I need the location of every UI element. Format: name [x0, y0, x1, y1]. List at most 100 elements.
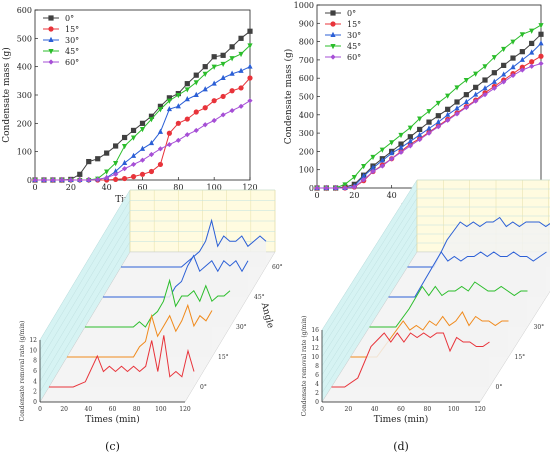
data-point: [86, 177, 92, 183]
data-point: [148, 117, 155, 123]
series-ribbon-3: [388, 252, 547, 297]
data-point: [482, 77, 488, 83]
data-point: [238, 67, 244, 73]
legend-marker: [48, 26, 54, 32]
panel-caption: (d): [393, 440, 409, 453]
data-point: [529, 63, 535, 69]
y-tick-label: 2: [33, 389, 37, 396]
x-tick-label: 120: [242, 183, 257, 192]
y-tick-label: 14: [311, 336, 319, 343]
panel-caption: (c): [105, 440, 120, 453]
x-tick-label: 60: [137, 183, 147, 192]
data-point: [86, 158, 92, 165]
data-point: [454, 99, 460, 105]
wall-grid: [321, 215, 550, 367]
legend-label: 30°: [65, 36, 79, 45]
data-point: [407, 125, 413, 131]
y-tick-label: 100: [299, 166, 314, 175]
y-tick-label: 0: [309, 184, 314, 193]
data-point: [229, 44, 235, 50]
x-tick-label: 20: [349, 191, 359, 200]
data-point: [220, 61, 226, 68]
data-point: [323, 185, 329, 191]
series-ribbon-1: [67, 305, 212, 357]
data-point: [175, 137, 181, 143]
data-point: [50, 177, 56, 183]
data-point: [211, 64, 217, 70]
data-point: [211, 80, 217, 86]
series-line-1: [350, 311, 509, 358]
z-tick-label: 45°: [254, 294, 265, 301]
data-point: [454, 105, 460, 111]
series-line-2: [317, 43, 542, 189]
legend-label: 45°: [347, 42, 361, 51]
y-tick-label: 12: [29, 337, 37, 344]
data-point: [426, 119, 432, 125]
data-point: [454, 111, 460, 117]
data-point: [175, 103, 181, 109]
data-point: [157, 161, 164, 168]
y-tick-label: 0: [315, 399, 319, 406]
data-point: [361, 177, 367, 183]
data-point: [193, 91, 199, 97]
data-point: [220, 74, 226, 80]
data-point: [193, 109, 199, 115]
legend-marker: [330, 21, 336, 27]
legend-marker: [48, 36, 54, 42]
data-point: [121, 166, 128, 172]
x-axis-label: Times (min): [85, 414, 139, 425]
y-tick-label: 400: [299, 111, 314, 120]
y-tick-label: 600: [17, 6, 32, 15]
data-point: [510, 72, 516, 79]
data-point: [184, 132, 190, 138]
data-point: [166, 95, 172, 101]
x-tick-label: 0: [32, 183, 37, 192]
data-point: [519, 64, 525, 70]
legend-label: 30°: [347, 31, 361, 40]
data-point: [454, 85, 460, 91]
data-point: [113, 161, 119, 167]
data-point: [538, 31, 544, 37]
data-point: [370, 154, 376, 161]
y-tick-label: 12: [311, 345, 319, 352]
data-point: [95, 176, 101, 183]
data-point: [202, 86, 208, 92]
series-line-4: [407, 216, 550, 268]
data-point: [529, 59, 535, 65]
data-point: [211, 98, 217, 104]
wall-grid: [39, 220, 275, 372]
y-tick-label: 100: [17, 148, 32, 157]
series-line-1: [67, 303, 213, 358]
x-tick-label: 20: [345, 406, 353, 413]
data-point: [121, 175, 128, 182]
data-point: [445, 93, 451, 99]
data-point: [247, 98, 253, 104]
data-point: [342, 185, 348, 191]
data-point: [193, 80, 199, 86]
z-tick-label: 0°: [496, 384, 503, 391]
series-ribbon-0: [49, 335, 194, 387]
y-tick-label: 200: [17, 119, 32, 128]
data-point: [510, 55, 516, 61]
data-point: [519, 32, 525, 38]
data-point: [139, 145, 146, 151]
data-point: [529, 28, 535, 34]
data-point: [342, 182, 348, 188]
data-point: [426, 109, 432, 115]
data-point: [202, 71, 208, 77]
z-tick-label: 60°: [272, 264, 283, 271]
data-point: [202, 122, 208, 128]
data-point: [59, 177, 65, 183]
data-point: [417, 131, 423, 137]
data-point: [166, 130, 172, 136]
data-point: [417, 116, 423, 122]
legend-marker: [330, 10, 336, 16]
data-point: [482, 85, 488, 91]
data-point: [491, 70, 497, 76]
y-axis-label: Condensate mass (g): [283, 49, 294, 145]
data-point: [519, 56, 525, 62]
data-point: [113, 176, 119, 183]
y-tick-label: 0: [27, 176, 32, 185]
y-tick-label: 10: [29, 347, 37, 354]
data-point: [121, 144, 128, 150]
